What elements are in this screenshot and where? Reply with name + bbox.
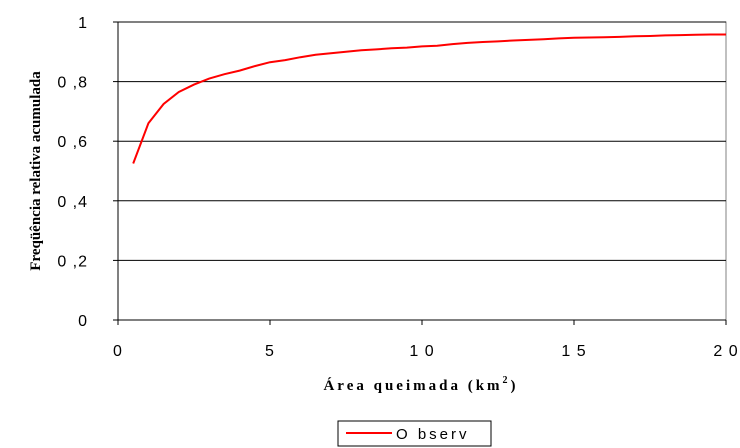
y-tick-label: 1 bbox=[78, 15, 88, 32]
legend: O bserv bbox=[337, 420, 492, 447]
x-axis-title-superscript: 2 bbox=[503, 375, 511, 386]
x-tick-label: 1 0 bbox=[409, 343, 434, 360]
y-tick-label: 0 ,2 bbox=[57, 253, 88, 270]
y-tick-label: 0 ,8 bbox=[57, 75, 88, 92]
x-tick-label: 1 5 bbox=[561, 343, 586, 360]
plot-area bbox=[117, 21, 727, 321]
x-axis-title: Área queimada (km2) bbox=[323, 375, 518, 394]
y-axis-title: Freqüência relativa acumulada bbox=[28, 71, 44, 271]
x-axis-title-end: ) bbox=[511, 378, 519, 394]
x-tick-label: 0 bbox=[113, 343, 123, 360]
x-tick-label: 2 0 bbox=[713, 343, 738, 360]
x-tick-label: 5 bbox=[265, 343, 275, 360]
x-tick-labels: 0 5 1 0 1 5 2 0 bbox=[113, 343, 738, 360]
series-line bbox=[132, 33, 726, 164]
y-tick-labels: 0 0 ,2 0 ,4 0 ,6 0 ,8 1 bbox=[57, 15, 88, 330]
series-group bbox=[132, 33, 726, 164]
legend-label: O bserv bbox=[396, 426, 470, 443]
axes bbox=[113, 21, 727, 325]
y-tick-label: 0 bbox=[78, 313, 88, 330]
gridlines bbox=[118, 21, 726, 261]
y-tick-label: 0 ,6 bbox=[57, 134, 88, 151]
y-tick-label: 0 ,4 bbox=[57, 194, 88, 211]
